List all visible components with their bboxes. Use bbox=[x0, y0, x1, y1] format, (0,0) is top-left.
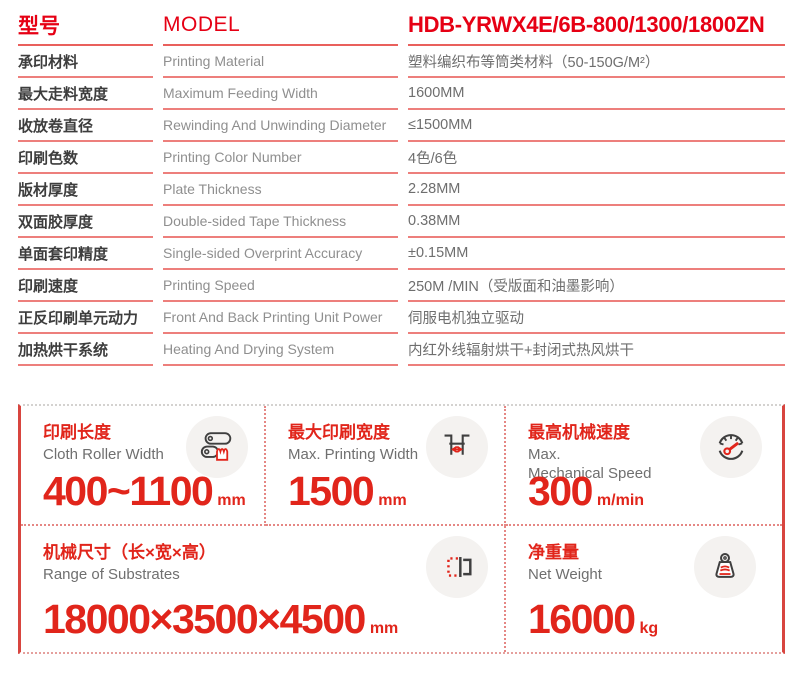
card-title-en: Cloth Roller Width bbox=[43, 446, 164, 463]
row-value: ≤1500MM bbox=[408, 110, 785, 142]
row-label-en: Printing Speed bbox=[163, 270, 398, 302]
row-label-en: Heating And Drying System bbox=[163, 334, 398, 366]
weight-icon bbox=[694, 536, 756, 598]
table-header-model-en: MODEL bbox=[163, 6, 398, 46]
row-value: 250M /MIN（受版面和油墨影响） bbox=[408, 270, 785, 302]
row-value: 1600MM bbox=[408, 78, 785, 110]
highlight-cards: 印刷长度 Cloth Roller Width 400~1100 mm 最大印刷… bbox=[18, 404, 785, 654]
row-label-en: Printing Material bbox=[163, 46, 398, 78]
model-number: HDB-YRWX4E/6B-800/1300/1800ZN bbox=[408, 6, 785, 46]
card-value-row: 16000 kg bbox=[528, 596, 658, 643]
card-title-en: Net Weight bbox=[528, 566, 602, 583]
row-value: 2.28MM bbox=[408, 174, 785, 206]
row-label-en: Double-sided Tape Thickness bbox=[163, 206, 398, 238]
card-value-row: 400~1100 mm bbox=[43, 468, 246, 515]
table-header-model-zh: 型号 bbox=[18, 6, 153, 46]
card-unit: m/min bbox=[596, 492, 645, 509]
row-label-zh: 印刷速度 bbox=[18, 270, 153, 302]
card-title-zh: 净重量 bbox=[528, 543, 579, 562]
row-label-en: Front And Back Printing Unit Power bbox=[163, 302, 398, 334]
card-unit: mm bbox=[369, 620, 399, 637]
row-value: ±0.15MM bbox=[408, 238, 785, 270]
row-label-zh: 版材厚度 bbox=[18, 174, 153, 206]
spec-table: 型号 MODEL HDB-YRWX4E/6B-800/1300/1800ZN 承… bbox=[18, 6, 785, 366]
card-value: 16000 bbox=[528, 596, 636, 642]
card-value: 300 bbox=[528, 468, 593, 514]
card-title-zh: 最大印刷宽度 bbox=[288, 423, 390, 442]
dimensions-icon bbox=[426, 536, 488, 598]
row-label-zh: 单面套印精度 bbox=[18, 238, 153, 270]
card-title-en: Range of Substrates bbox=[43, 566, 180, 583]
row-label-en: Single-sided Overprint Accuracy bbox=[163, 238, 398, 270]
card-net-weight: 净重量 Net Weight 16000 kg bbox=[506, 526, 782, 652]
row-value: 4色/6色 bbox=[408, 142, 785, 174]
card-value: 18000×3500×4500 bbox=[43, 596, 366, 642]
card-unit: mm bbox=[378, 492, 407, 509]
card-value-row: 18000×3500×4500 mm bbox=[43, 596, 398, 643]
card-max-mechanical-speed: 最高机械速度 Max. Mechanical Speed 300 m/min bbox=[506, 406, 782, 526]
card-title-zh: 印刷长度 bbox=[43, 423, 111, 442]
card-title-zh: 机械尺寸（长×宽×高） bbox=[43, 543, 216, 562]
speedometer-icon bbox=[700, 416, 762, 478]
row-label-zh: 印刷色数 bbox=[18, 142, 153, 174]
card-title-en: Max. Mechanical Speed bbox=[528, 446, 652, 482]
card-value: 1500 bbox=[288, 468, 375, 514]
row-label-zh: 加热烘干系统 bbox=[18, 334, 153, 366]
card-value-row: 1500 mm bbox=[288, 468, 407, 515]
row-value: 内红外线辐射烘干+封闭式热风烘干 bbox=[408, 334, 785, 366]
row-label-zh: 双面胶厚度 bbox=[18, 206, 153, 238]
cloth-roller-icon bbox=[186, 416, 248, 478]
row-value: 伺服电机独立驱动 bbox=[408, 302, 785, 334]
row-value: 0.38MM bbox=[408, 206, 785, 238]
row-label-en: Rewinding And Unwinding Diameter bbox=[163, 110, 398, 142]
card-title-zh: 最高机械速度 bbox=[528, 423, 630, 442]
printing-width-icon bbox=[426, 416, 488, 478]
row-label-en: Plate Thickness bbox=[163, 174, 398, 206]
card-value-row: 300 m/min bbox=[528, 468, 644, 515]
card-unit: kg bbox=[639, 620, 659, 637]
card-cloth-roller-width: 印刷长度 Cloth Roller Width 400~1100 mm bbox=[21, 406, 266, 526]
row-label-zh: 正反印刷单元动力 bbox=[18, 302, 153, 334]
card-value: 400~1100 bbox=[43, 468, 214, 514]
card-max-printing-width: 最大印刷宽度 Max. Printing Width 1500 mm bbox=[266, 406, 506, 526]
row-label-en: Printing Color Number bbox=[163, 142, 398, 174]
row-label-zh: 最大走料宽度 bbox=[18, 78, 153, 110]
row-label-zh: 承印材料 bbox=[18, 46, 153, 78]
row-label-zh: 收放卷直径 bbox=[18, 110, 153, 142]
card-unit: mm bbox=[217, 492, 246, 509]
row-label-en: Maximum Feeding Width bbox=[163, 78, 398, 110]
card-title-en: Max. Printing Width bbox=[288, 446, 419, 463]
row-value: 塑料编织布等筒类材料（50-150G/M²） bbox=[408, 46, 785, 78]
card-machine-dimensions: 机械尺寸（长×宽×高） Range of Substrates 18000×35… bbox=[21, 526, 506, 652]
